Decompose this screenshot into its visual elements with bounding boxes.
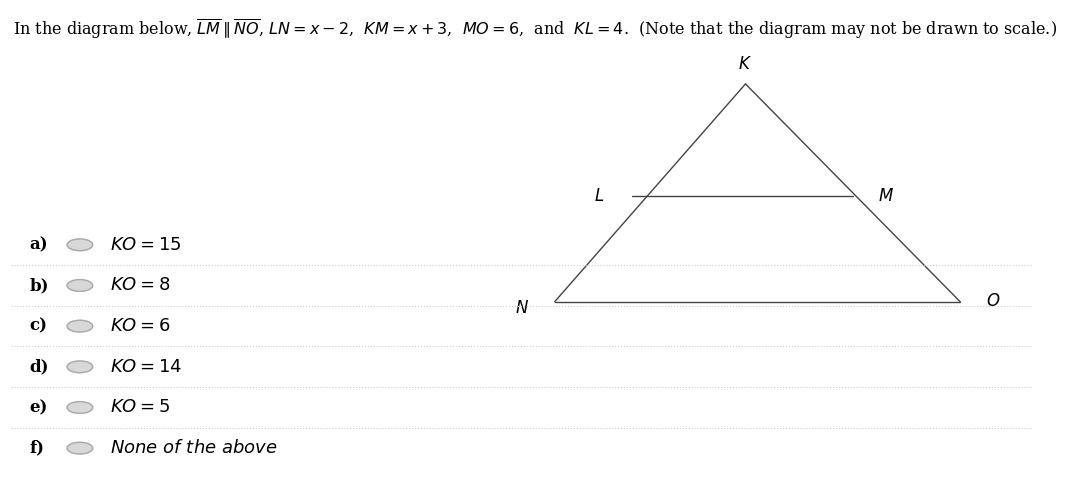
- Text: $\mathit{KO} = 14$: $\mathit{KO} = 14$: [110, 358, 182, 376]
- Text: c): c): [30, 318, 48, 335]
- Text: $\mathit{O}$: $\mathit{O}$: [986, 293, 1000, 310]
- Text: $\mathit{N}$: $\mathit{N}$: [514, 300, 529, 317]
- Text: In the diagram below, $\overline{LM} \parallel \overline{NO}$, $LN = x - 2$,  $K: In the diagram below, $\overline{LM} \pa…: [13, 17, 1065, 41]
- Text: $\mathit{M}$: $\mathit{M}$: [878, 188, 894, 205]
- Text: e): e): [30, 399, 48, 416]
- Text: a): a): [30, 236, 48, 253]
- Text: f): f): [30, 440, 45, 457]
- Text: $\mathit{KO} = 8$: $\mathit{KO} = 8$: [110, 277, 170, 294]
- Text: $\mathit{KO} = 5$: $\mathit{KO} = 5$: [110, 399, 169, 416]
- Text: b): b): [30, 277, 49, 294]
- Text: d): d): [30, 358, 49, 375]
- Text: $\mathit{K}$: $\mathit{K}$: [738, 56, 753, 73]
- Text: $\mathit{L}$: $\mathit{L}$: [594, 188, 605, 205]
- Text: $\mathit{KO} = 15$: $\mathit{KO} = 15$: [110, 236, 181, 254]
- Text: $\mathit{KO} = 6$: $\mathit{KO} = 6$: [110, 317, 170, 335]
- Text: $\mathit{None\ of\ the\ above}$: $\mathit{None\ of\ the\ above}$: [110, 439, 278, 457]
